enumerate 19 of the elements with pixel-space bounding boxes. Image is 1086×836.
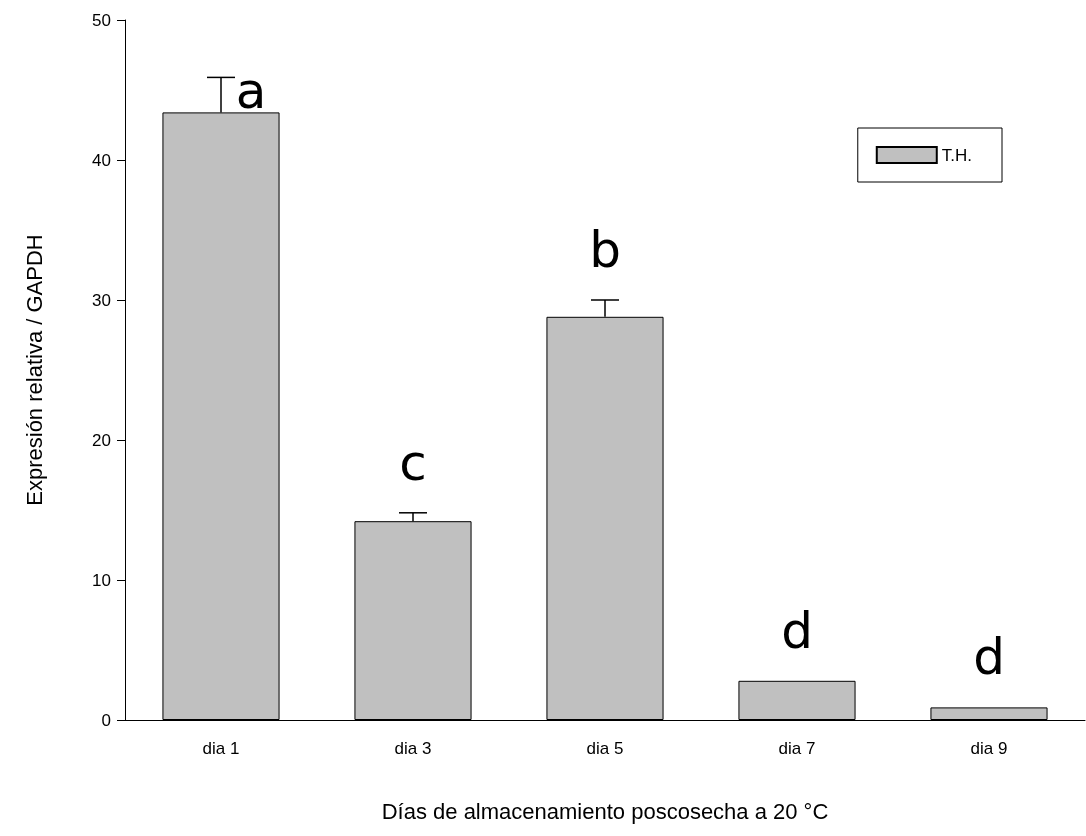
- y-tick-label: 20: [92, 430, 111, 450]
- annotation: d: [973, 628, 1005, 687]
- x-tick-label: dia 7: [778, 739, 816, 758]
- x-tick-label: dia 5: [586, 739, 624, 758]
- y-axis-title: Expresión relativa / GAPDH: [21, 234, 47, 506]
- x-tick-label: dia 1: [202, 739, 240, 758]
- annotation: d: [781, 601, 813, 660]
- annotation: c: [399, 433, 427, 492]
- annotation: a: [235, 62, 267, 121]
- x-axis-title: Días de almacenamiento poscosecha a 20 °C: [381, 798, 829, 824]
- x-tick-label: dia 9: [970, 739, 1008, 758]
- y-tick-label: 10: [92, 570, 111, 590]
- legend-label: T.H.: [941, 145, 973, 165]
- x-tick-label: dia 3: [394, 739, 432, 758]
- y-tick-label: 40: [92, 150, 111, 170]
- y-tick-label: 0: [101, 710, 111, 730]
- y-tick-label: 30: [92, 290, 111, 310]
- y-tick-label: 50: [92, 10, 111, 30]
- annotation: b: [589, 221, 621, 279]
